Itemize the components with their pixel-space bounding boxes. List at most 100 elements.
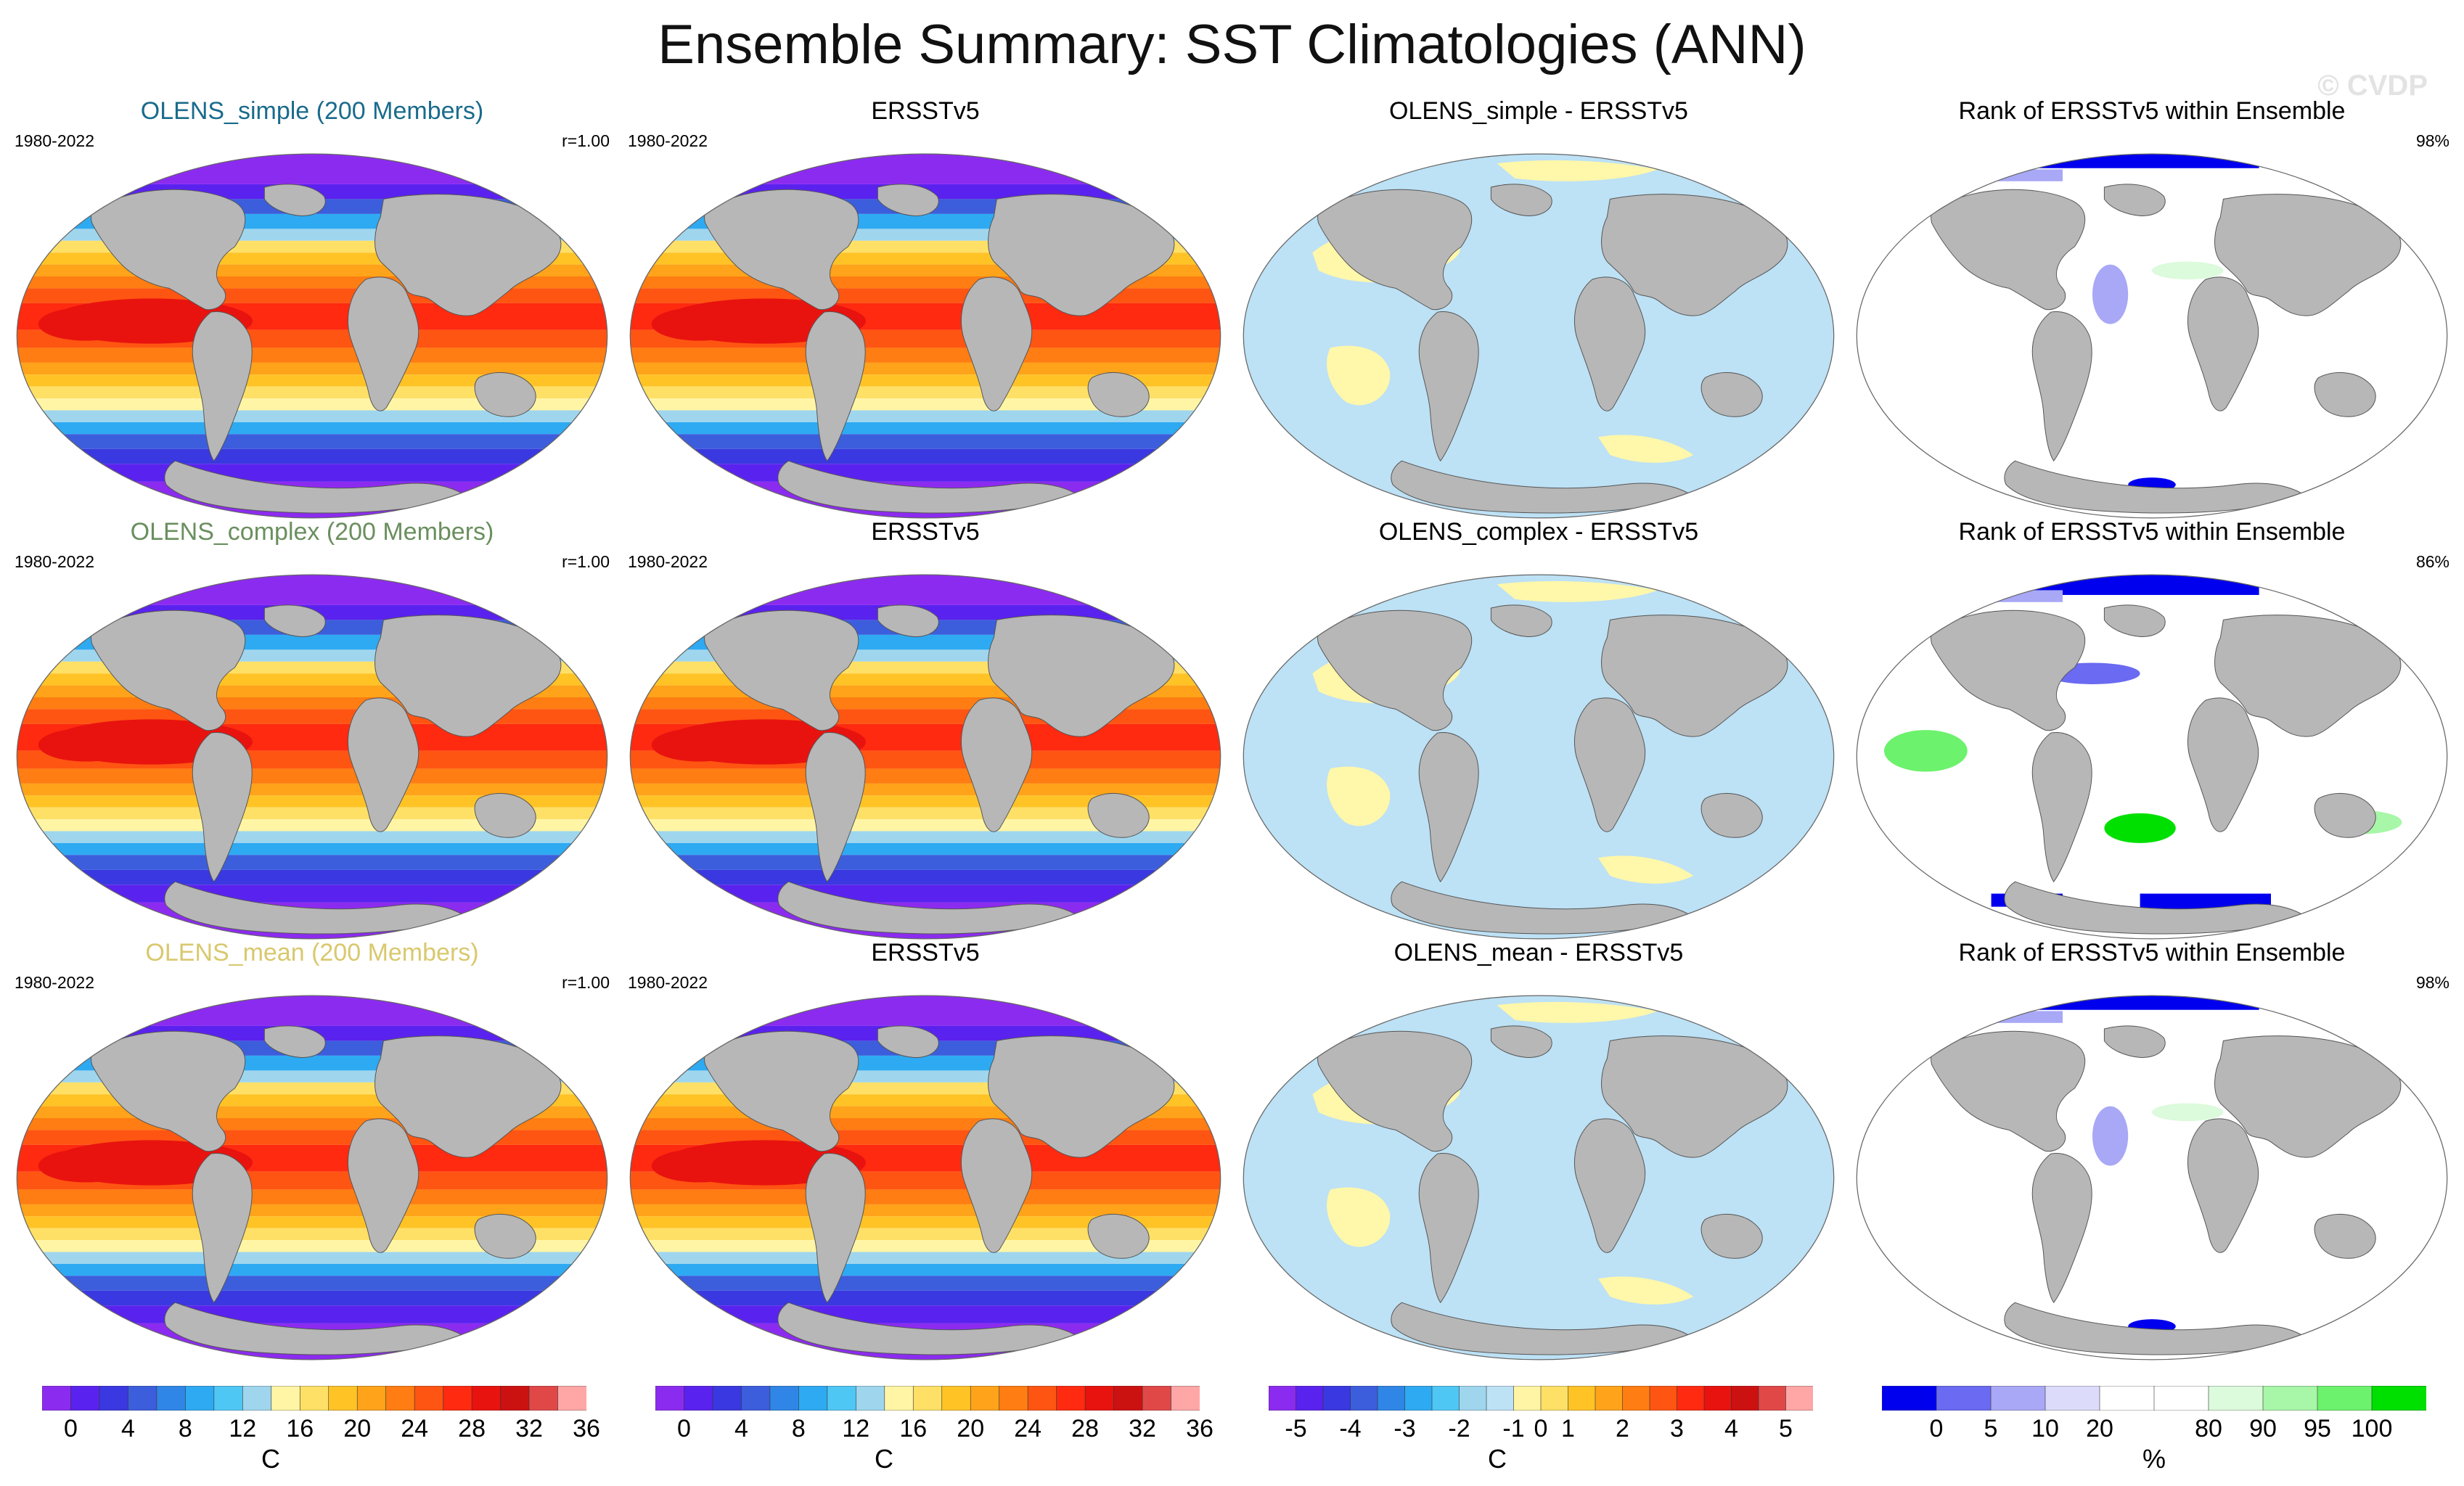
period-label: 1980-2022 xyxy=(15,973,94,992)
map-diff-row1 xyxy=(1241,151,1836,525)
colorbar-swatch xyxy=(385,1385,415,1411)
map-ensemble-row3 xyxy=(15,993,610,1366)
colorbar-swatch xyxy=(1649,1385,1678,1411)
period-label: 1980-2022 xyxy=(628,131,708,150)
colorbar-swatch xyxy=(1513,1385,1542,1411)
colorbar-swatch xyxy=(356,1385,387,1411)
colorbar-swatch xyxy=(1322,1385,1351,1411)
colorbar-tick-label: 32 xyxy=(515,1415,543,1442)
colorbar-tick-label: 4 xyxy=(1724,1415,1738,1442)
colorbar-tick-label: -2 xyxy=(1448,1415,1470,1442)
colorbar-swatch xyxy=(798,1385,828,1411)
colorbar-unit-label: C xyxy=(875,1444,893,1474)
colorbar-swatch xyxy=(1431,1385,1460,1411)
colorbar-swatch xyxy=(242,1385,272,1411)
colorbar-swatch xyxy=(1113,1385,1143,1411)
colorbar-swatch xyxy=(1486,1385,1515,1411)
panel-title-obs-row1: ERSSTv5 xyxy=(871,97,980,125)
colorbar-swatch xyxy=(970,1385,1000,1411)
rank-percent-label: 98% xyxy=(2415,131,2449,150)
colorbar-swatch xyxy=(1990,1385,2046,1411)
colorbar-swatch xyxy=(2371,1385,2427,1411)
colorbar-swatch xyxy=(1703,1385,1732,1411)
colorbar-tick-label: 100 xyxy=(2351,1415,2393,1442)
colorbar-swatch xyxy=(1881,1385,1937,1411)
panel-title-obs-row3: ERSSTv5 xyxy=(871,939,980,966)
panel-title-rank-row1: Rank of ERSSTv5 within Ensemble xyxy=(1958,97,2346,125)
colorbar-swatch xyxy=(1377,1385,1406,1411)
period-label: 1980-2022 xyxy=(15,131,94,150)
colorbar-swatch xyxy=(41,1385,72,1411)
watermark: © CVDP xyxy=(2317,70,2428,102)
colorbar-swatch xyxy=(1936,1385,1992,1411)
colorbar-swatch xyxy=(655,1385,685,1411)
colorbar-swatch xyxy=(1785,1385,1814,1411)
colorbar-3 xyxy=(1268,1385,1814,1414)
colorbar-swatch xyxy=(299,1385,330,1411)
colorbar-swatch xyxy=(1268,1385,1297,1411)
colorbar-tick-label: 20 xyxy=(2086,1415,2113,1442)
map-rank-row3 xyxy=(1854,993,2449,1366)
colorbar-swatch xyxy=(999,1385,1028,1411)
period-label: 1980-2022 xyxy=(628,552,708,571)
map-obs-row3 xyxy=(628,993,1223,1366)
colorbar-swatch xyxy=(941,1385,972,1411)
colorbar-swatch xyxy=(156,1385,187,1411)
colorbar-swatch xyxy=(856,1385,885,1411)
colorbar-swatch xyxy=(1404,1385,1433,1411)
colorbar-swatch xyxy=(1540,1385,1569,1411)
colorbar-tick-label: 10 xyxy=(2031,1415,2059,1442)
panel-title-obs-row2: ERSSTv5 xyxy=(871,518,980,546)
colorbar-swatch xyxy=(884,1385,914,1411)
colorbar-swatch xyxy=(1056,1385,1086,1411)
colorbar-swatch xyxy=(271,1385,301,1411)
colorbar-1 xyxy=(41,1385,587,1414)
colorbar-tick-label: 5 xyxy=(1984,1415,1998,1442)
colorbar-unit-label: C xyxy=(1488,1444,1507,1474)
colorbar-tick-label: 20 xyxy=(343,1415,372,1442)
colorbar-swatch xyxy=(1459,1385,1487,1411)
colorbar-swatch xyxy=(1622,1385,1650,1411)
pattern-correlation-label: r=1.00 xyxy=(562,131,610,150)
colorbar-tick-label: 80 xyxy=(2195,1415,2222,1442)
colorbar-swatch xyxy=(1350,1385,1378,1411)
colorbar-swatch xyxy=(741,1385,771,1411)
colorbar-swatch xyxy=(1296,1385,1324,1411)
colorbar-tick-label: 12 xyxy=(842,1415,870,1442)
panel-title-diff-row3: OLENS_mean - ERSSTv5 xyxy=(1393,939,1684,966)
map-rank-row1 xyxy=(1854,151,2449,525)
colorbar-swatch xyxy=(328,1385,359,1411)
colorbar-tick-label: 0 xyxy=(64,1415,78,1442)
colorbar-swatch xyxy=(557,1385,587,1411)
period-label: 1980-2022 xyxy=(15,552,94,571)
colorbar-unit-label: % xyxy=(2142,1444,2166,1474)
panel-title-diff-row1: OLENS_simple - ERSSTv5 xyxy=(1389,97,1688,125)
map-ensemble-row1 xyxy=(15,151,610,525)
colorbar-swatch xyxy=(2317,1385,2373,1411)
rank-percent-label: 86% xyxy=(2415,552,2449,571)
panel-title-rank-row2: Rank of ERSSTv5 within Ensemble xyxy=(1958,518,2346,546)
panel-title-ensemble-row2: OLENS_complex (200 Members) xyxy=(130,518,494,546)
map-rank-row2 xyxy=(1854,572,2449,945)
colorbar-tick-label: 0 xyxy=(1534,1415,1548,1442)
map-obs-row2 xyxy=(628,572,1223,945)
colorbar-tick-label: -1 xyxy=(1502,1415,1525,1442)
colorbar-tick-label: 4 xyxy=(120,1415,135,1442)
colorbar-swatch xyxy=(827,1385,857,1411)
period-label: 1980-2022 xyxy=(628,973,708,992)
colorbar-swatch xyxy=(1142,1385,1172,1411)
colorbar-2 xyxy=(655,1385,1200,1414)
colorbar-tick-label: 36 xyxy=(573,1415,600,1442)
colorbar-swatch xyxy=(1027,1385,1057,1411)
colorbar-tick-label: 24 xyxy=(1014,1415,1042,1442)
colorbar-swatch xyxy=(2208,1385,2264,1411)
colorbar-swatch xyxy=(213,1385,244,1411)
colorbar-tick-label: 24 xyxy=(401,1415,429,1442)
colorbar-tick-label: 90 xyxy=(2249,1415,2277,1442)
colorbar-swatch xyxy=(2099,1385,2155,1411)
colorbar-tick-label: 5 xyxy=(1779,1415,1793,1442)
colorbar-swatch xyxy=(2045,1385,2100,1411)
panel-title-ensemble-row1: OLENS_simple (200 Members) xyxy=(140,97,484,125)
rank-percent-label: 98% xyxy=(2415,973,2449,992)
colorbar-swatch xyxy=(1731,1385,1759,1411)
